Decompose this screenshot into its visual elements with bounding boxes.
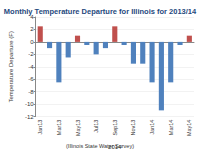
svg-text:Jul13: Jul13 [93,120,99,133]
svg-text:Jan14: Jan14 [149,120,155,135]
svg-text:-2: -2 [28,51,34,57]
svg-text:Monthly Temperature Departure: Monthly Temperature Departure for Illino… [4,7,197,16]
svg-text:Sep13: Sep13 [112,120,118,136]
svg-text:Jan13: Jan13 [37,120,43,135]
svg-text:Temperature Departure (F): Temperature Departure (F) [8,31,14,102]
svg-text:Nov13: Nov13 [130,120,136,136]
svg-text:Mar14: Mar14 [168,120,174,136]
svg-text:(Illinois State Water Survey): (Illinois State Water Survey) [66,143,134,149]
svg-text:May13: May13 [75,120,81,137]
svg-text:0: 0 [30,39,34,45]
svg-text:-6: -6 [28,76,34,82]
svg-text:4: 4 [30,14,34,20]
svg-text:May14: May14 [186,120,192,137]
svg-text:-10: -10 [25,101,34,107]
svg-text:Mar13: Mar13 [56,120,62,136]
svg-text:-8: -8 [28,89,34,95]
svg-text:-4: -4 [28,64,34,70]
svg-text:2: 2 [30,26,34,32]
svg-text:-12: -12 [25,114,34,120]
